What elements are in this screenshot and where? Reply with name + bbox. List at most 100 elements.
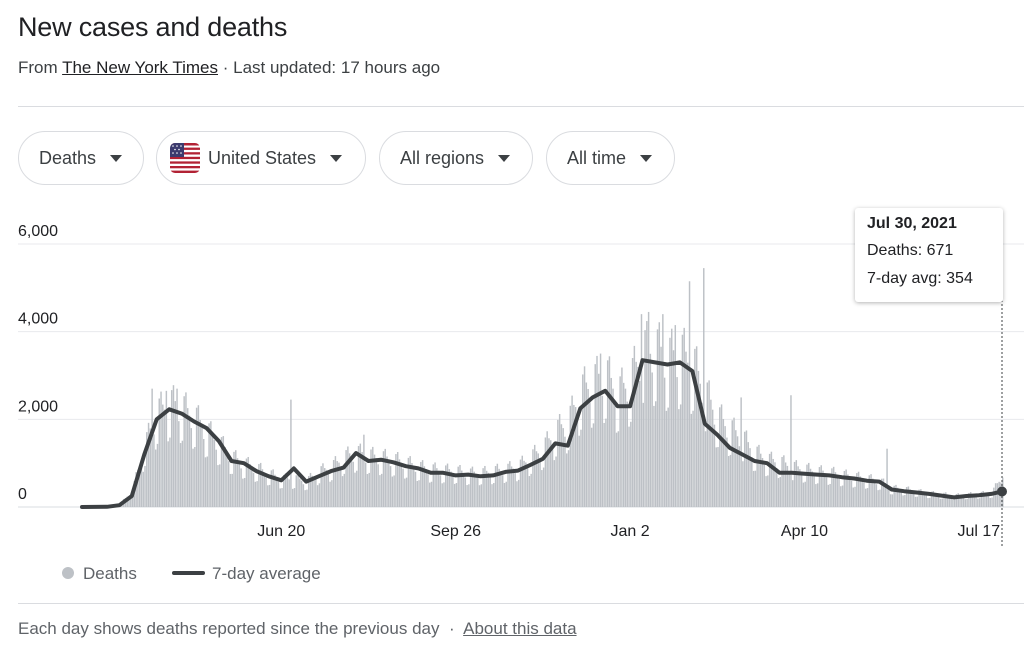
bar xyxy=(918,489,920,507)
bar xyxy=(229,473,232,507)
bar xyxy=(325,469,328,507)
bar xyxy=(624,388,627,507)
bar xyxy=(781,456,783,507)
bar xyxy=(268,484,271,507)
bar xyxy=(614,405,616,507)
bar xyxy=(226,452,228,507)
bar xyxy=(308,476,310,507)
bar xyxy=(920,489,922,507)
bar xyxy=(320,466,322,507)
source-link[interactable]: The New York Times xyxy=(62,58,218,77)
bar xyxy=(941,498,943,507)
bar xyxy=(854,486,856,507)
bar xyxy=(210,421,212,507)
bar xyxy=(443,482,445,507)
bar xyxy=(580,429,582,507)
bar xyxy=(863,482,865,507)
bar xyxy=(473,471,475,507)
bar xyxy=(398,459,401,507)
bar xyxy=(929,497,931,507)
legend-deaths-swatch xyxy=(62,567,74,579)
range-dropdown[interactable]: All time xyxy=(546,131,675,185)
bar xyxy=(336,461,338,507)
bar xyxy=(131,495,134,507)
bar xyxy=(493,483,495,507)
bar xyxy=(701,402,703,507)
bar xyxy=(359,443,362,507)
bar xyxy=(327,473,330,507)
bar xyxy=(978,498,981,507)
bar xyxy=(521,455,523,507)
region-dropdown[interactable]: All regions xyxy=(379,131,533,185)
metric-dropdown[interactable]: Deaths xyxy=(18,131,144,185)
bar xyxy=(213,439,216,507)
bar xyxy=(302,484,305,507)
bar xyxy=(790,395,792,507)
bar xyxy=(651,372,653,507)
bar xyxy=(526,466,529,507)
bar xyxy=(991,497,993,507)
bar xyxy=(496,463,499,507)
bar xyxy=(256,481,258,507)
bar xyxy=(628,426,630,507)
bar xyxy=(747,442,749,507)
bar xyxy=(249,463,251,507)
legend-average-label: 7-day average xyxy=(212,564,321,583)
bar xyxy=(982,490,984,507)
deaths-bars xyxy=(82,268,1004,507)
bar xyxy=(313,476,315,507)
bar xyxy=(825,477,828,507)
about-data-link[interactable]: About this data xyxy=(463,619,577,638)
bar xyxy=(179,443,182,507)
bar xyxy=(215,449,217,507)
bar xyxy=(882,478,885,507)
bar xyxy=(733,417,735,507)
bar xyxy=(439,475,442,507)
bar xyxy=(653,405,655,507)
bar xyxy=(694,348,696,507)
bar xyxy=(779,477,782,507)
footer-note: Each day shows deaths reported since the… xyxy=(18,619,577,639)
bar xyxy=(530,473,532,507)
range-label: All time xyxy=(567,147,627,168)
bar xyxy=(683,327,685,507)
bar xyxy=(900,491,903,507)
y-tick-label: 6,000 xyxy=(18,223,58,240)
bar xyxy=(170,390,173,507)
bar xyxy=(856,473,858,507)
bar xyxy=(955,494,958,507)
bar xyxy=(195,407,198,507)
bar xyxy=(243,477,246,507)
bar xyxy=(605,418,607,507)
bar xyxy=(738,446,741,507)
bar xyxy=(345,450,347,507)
bar xyxy=(459,465,461,507)
bar xyxy=(767,475,769,507)
deaths-chart[interactable]: 0 2,000 4,000 6,000 Jun 20 Sep 26 Jan 2 Apr 10 J… xyxy=(0,190,1024,590)
bar xyxy=(220,437,223,507)
bar xyxy=(151,388,153,507)
country-dropdown[interactable]: United States xyxy=(156,131,366,185)
bar xyxy=(758,444,760,507)
bar xyxy=(989,498,991,507)
bar xyxy=(183,396,185,507)
bar xyxy=(642,402,644,507)
bar xyxy=(754,470,757,507)
bar xyxy=(375,458,378,507)
bar xyxy=(977,498,979,507)
bar xyxy=(916,496,919,507)
bar xyxy=(809,468,812,507)
bar xyxy=(464,477,467,507)
bar xyxy=(649,353,652,507)
bar xyxy=(517,479,520,507)
bar xyxy=(792,480,794,507)
bar xyxy=(544,437,547,507)
footer-divider xyxy=(18,603,1024,604)
bar xyxy=(462,473,465,507)
bar xyxy=(742,461,744,507)
bar xyxy=(441,483,443,507)
bar xyxy=(283,474,285,507)
country-label: United States xyxy=(208,147,317,168)
bar xyxy=(704,431,707,507)
bar xyxy=(231,473,233,507)
